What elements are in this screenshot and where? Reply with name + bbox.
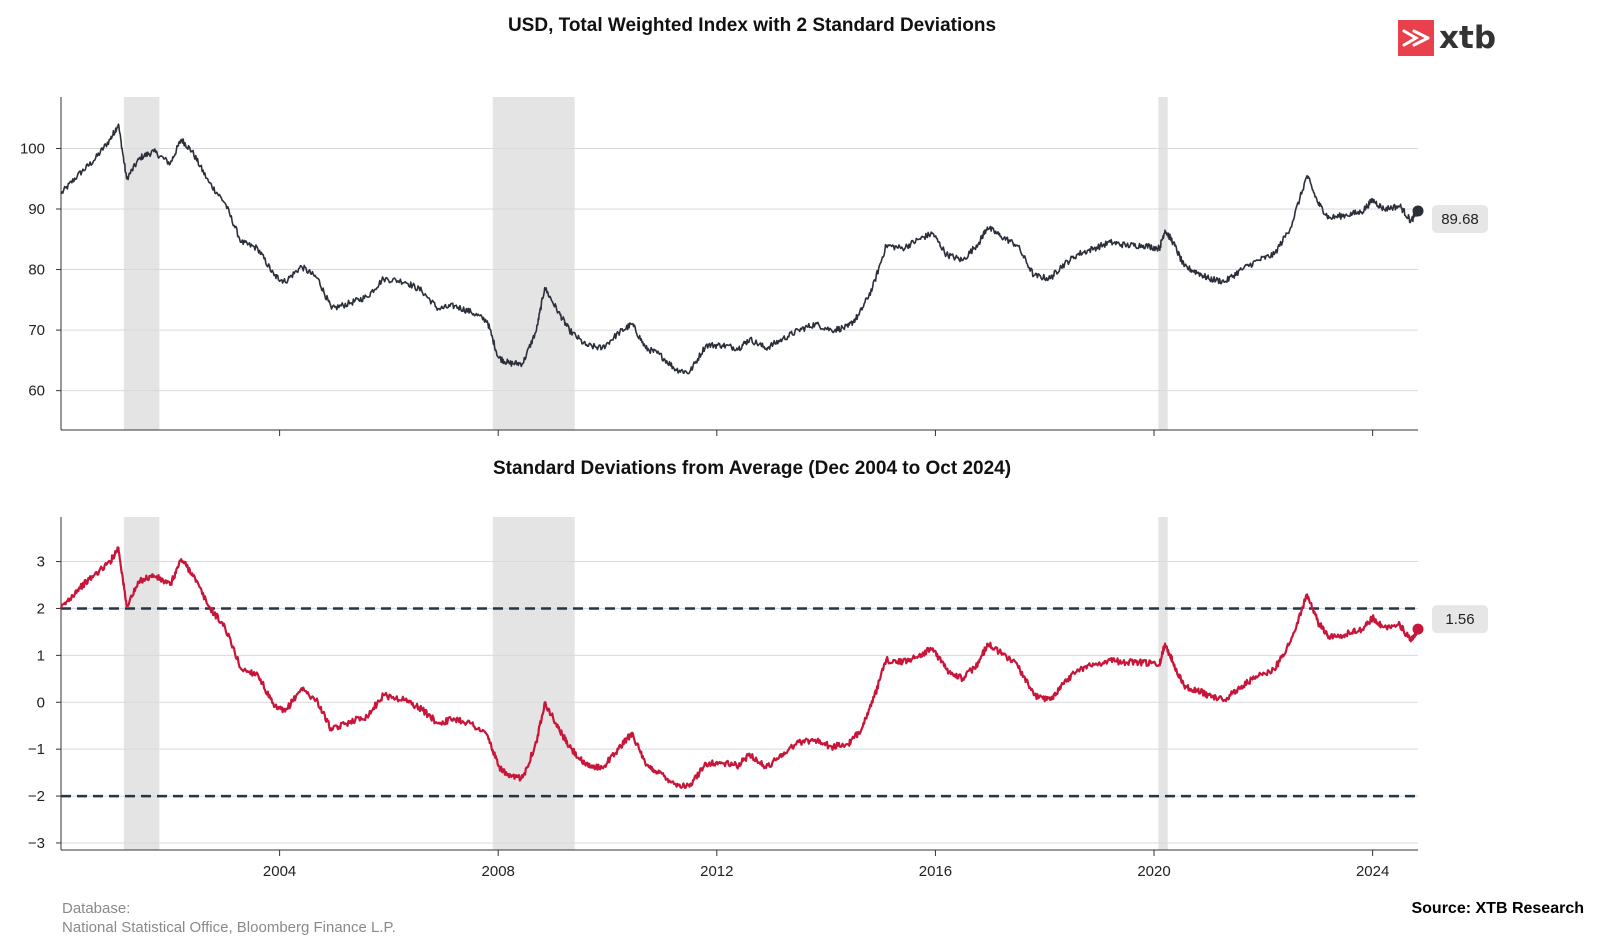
- x-tick-label: 2024: [1356, 863, 1389, 880]
- gridlines-group: [61, 147, 1418, 392]
- y-tick-label: 0: [37, 694, 45, 711]
- y-tick-label: 3: [37, 554, 45, 571]
- recession-shade: [1158, 517, 1168, 850]
- recession-shading-group: [123, 517, 1168, 850]
- index-chart-title: USD, Total Weighted Index with 2 Standar…: [508, 15, 996, 36]
- last-value-marker: [1412, 623, 1424, 635]
- x-tick-label: 2012: [700, 863, 733, 880]
- y-tick-label: 100: [20, 140, 45, 157]
- x-tick-label: 2020: [1137, 863, 1170, 880]
- recession-shade: [492, 97, 575, 430]
- marks-group: 89.68: [1412, 204, 1488, 233]
- index-series-line: [60, 123, 1419, 375]
- sd-series-line: [59, 546, 1420, 789]
- sd-chart-title: Standard Deviations from Average (Dec 20…: [493, 458, 1011, 479]
- recession-shade: [1158, 97, 1168, 430]
- recession-shade: [123, 517, 160, 850]
- y-tick-label: −1: [28, 741, 45, 758]
- recession-shading-group: [123, 97, 1168, 430]
- marks-group: 1.56: [1412, 605, 1488, 635]
- y-tick-label: 80: [28, 262, 45, 279]
- x-tick-label: 2008: [482, 863, 515, 880]
- database-note: Database: National Statistical Office, B…: [62, 899, 396, 937]
- series-group: [59, 546, 1420, 789]
- axes-group: 60 70 80 90 100: [20, 97, 1418, 436]
- last-value-label: 89.68: [1441, 211, 1479, 228]
- recession-shade: [123, 97, 160, 430]
- y-tick-label: 70: [28, 322, 45, 339]
- axes-group: −3 −2 −1 0 1 2 3 2004 2008 2012 2016 2020 2024: [28, 517, 1418, 880]
- y-tick-label: 60: [28, 383, 45, 400]
- database-label: Database:: [62, 900, 131, 917]
- y-tick-label: 1: [37, 647, 45, 664]
- database-sources: National Statistical Office, Bloomberg F…: [62, 919, 396, 936]
- y-tick-label: 90: [28, 201, 45, 218]
- y-tick-label: −3: [28, 835, 45, 852]
- y-tick-label: −2: [28, 788, 45, 805]
- y-tick-label: 2: [37, 600, 45, 617]
- index-chart-panel: 60 70 80 90 100 89.68 USD, Total Weighted In…: [20, 15, 1488, 436]
- reference-lines-group: [61, 607, 1418, 798]
- x-tick-label: 2004: [263, 863, 296, 880]
- last-value-marker: [1412, 205, 1424, 217]
- series-group: [60, 123, 1419, 375]
- last-value-label: 1.56: [1445, 611, 1474, 628]
- xtb-logo: xtb: [1398, 20, 1496, 56]
- arrows-icon: [1402, 29, 1430, 47]
- x-tick-label: 2016: [919, 863, 952, 880]
- xtb-logo-mark-icon: [1398, 20, 1434, 56]
- recession-shade: [492, 517, 575, 850]
- source-note: Source: XTB Research: [1411, 900, 1584, 917]
- last-value-box: [1432, 204, 1488, 233]
- gridlines-group: [61, 561, 1418, 844]
- xtb-logo-text: xtb: [1439, 20, 1497, 56]
- last-value-box: [1432, 605, 1488, 634]
